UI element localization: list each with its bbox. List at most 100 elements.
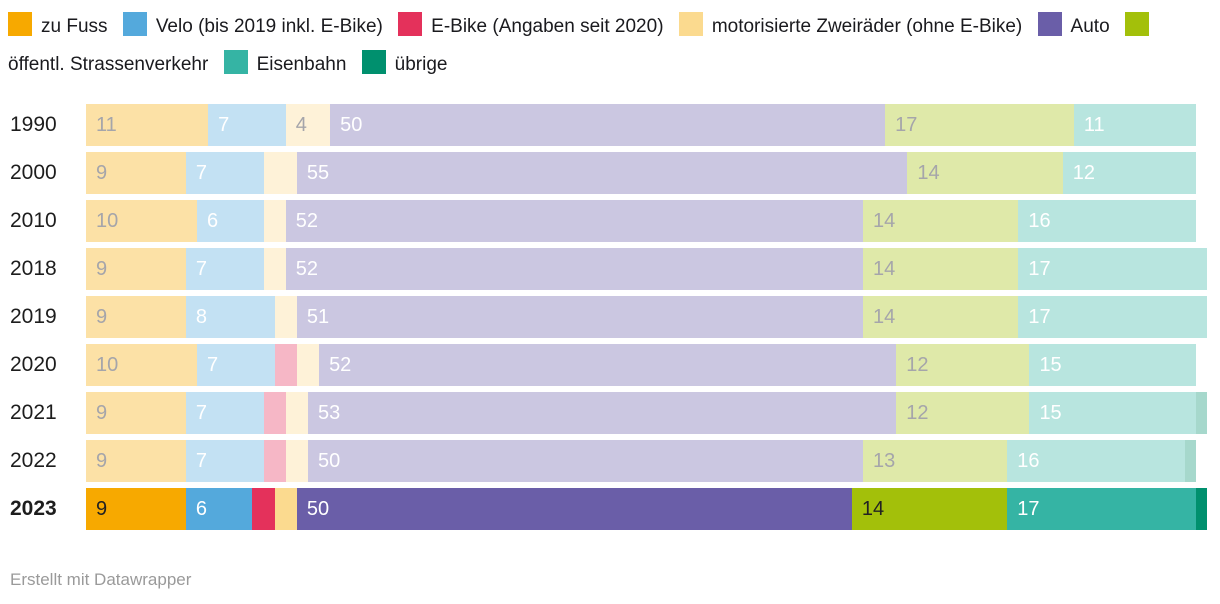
bar-segment: 7 (208, 104, 286, 146)
legend-swatch-icon (678, 12, 703, 36)
segment-value-label: 17 (1017, 497, 1040, 520)
segment-value-label: 9 (96, 497, 108, 520)
segment-value-label: 7 (195, 257, 208, 280)
bar-segment: 9 (86, 488, 186, 530)
legend-item: Eisenbahn (223, 50, 346, 75)
chart-row: 1990 11 7 4 50 17 11 (0, 101, 1220, 149)
segment-value-label: 8 (195, 305, 208, 328)
chart-legend: zu Fuss Velo (bis 2019 inkl. E-Bike) E-B… (0, 0, 1220, 84)
segment-value-label: 9 (96, 305, 108, 328)
legend-label: öffentl. Strassenverkehr (8, 54, 209, 75)
legend-label: Auto (1070, 16, 1110, 37)
bar-segment: 17 (885, 104, 1074, 146)
stacked-bar: 9 6 50 14 17 (86, 488, 1208, 530)
bar-segment: 6 (185, 488, 253, 530)
bar-segment: 16 (1007, 440, 1185, 482)
stacked-bar: 9 7 55 14 12 (86, 152, 1196, 194)
bar-segment: 13 (862, 440, 1008, 482)
chart-row: 2019 9 8 51 14 17 (0, 293, 1220, 341)
segment-value-label: 16 (1017, 449, 1040, 472)
legend-swatch-icon (1037, 12, 1062, 36)
segment-value-label: 11 (96, 113, 117, 136)
bar-segment: 14 (862, 200, 1019, 242)
stacked-bar: 10 7 52 12 15 (86, 344, 1196, 386)
bar-segment (263, 200, 286, 242)
chart-row: 2023 9 6 50 14 17 (0, 485, 1220, 533)
bar-segment (263, 440, 286, 482)
bar-segment (1195, 392, 1208, 434)
year-label: 2023 (10, 497, 57, 520)
bar-segment: 7 (185, 248, 264, 290)
segment-value-label: 16 (1028, 209, 1051, 232)
bar-segment: 14 (862, 248, 1019, 290)
bar-segment: 15 (1029, 392, 1196, 434)
bar-segment (1184, 440, 1196, 482)
segment-value-label: 14 (872, 257, 896, 280)
segment-value-label: 52 (329, 353, 352, 376)
segment-value-label: 51 (306, 305, 330, 328)
bar-segment: 14 (862, 296, 1019, 338)
segment-value-label: 9 (96, 449, 108, 472)
bar-segment: 11 (86, 104, 209, 146)
segment-value-label: 14 (872, 305, 896, 328)
segment-value-label: 7 (195, 449, 208, 472)
chart-row: 2020 10 7 52 12 15 (0, 341, 1220, 389)
bar-segment: 12 (1062, 152, 1196, 194)
segment-value-label: 17 (1028, 257, 1051, 280)
segment-value-label: 15 (1039, 353, 1062, 376)
bar-segment: 7 (185, 152, 264, 194)
segment-value-label: 50 (317, 449, 341, 472)
datawrapper-attribution: Erstellt mit Datawrapper (10, 570, 192, 589)
legend-label: Velo (bis 2019 inkl. E-Bike) (155, 16, 383, 37)
bar-segment (1195, 488, 1208, 530)
bar-segment: 8 (185, 296, 275, 338)
bar-segment (285, 392, 308, 434)
bar-segment: 10 (86, 344, 197, 386)
segment-value-label: 9 (96, 257, 108, 280)
segment-value-label: 12 (906, 353, 929, 376)
segment-value-label: 17 (895, 113, 918, 136)
stacked-bar: 11 7 4 50 17 11 (86, 104, 1196, 146)
bar-segment: 50 (307, 440, 863, 482)
legend-label: motorisierte Zweiräder (ohne E-Bike) (711, 16, 1023, 37)
legend-swatch-icon (398, 12, 423, 36)
year-label: 2022 (10, 449, 57, 472)
bar-segment: 52 (319, 344, 897, 386)
bar-segment: 11 (1073, 104, 1196, 146)
bar-segment: 50 (330, 104, 886, 146)
segment-value-label: 12 (1072, 161, 1096, 184)
bar-segment (263, 392, 286, 434)
stacked-bar: 9 7 50 13 16 (86, 440, 1196, 482)
segment-value-label: 15 (1039, 401, 1062, 424)
bar-segment: 12 (896, 392, 1030, 434)
chart-row: 2000 9 7 55 14 12 (0, 149, 1220, 197)
segment-value-label: 14 (872, 209, 896, 232)
segment-value-label: 52 (295, 257, 319, 280)
bar-segment: 14 (851, 488, 1008, 530)
bar-segment: 6 (197, 200, 264, 242)
segment-value-label: 13 (872, 449, 896, 472)
legend-swatch-icon (1124, 12, 1149, 36)
bar-segment (263, 248, 286, 290)
bar-segment: 15 (1029, 344, 1196, 386)
stacked-bar: 10 6 52 14 16 (86, 200, 1196, 242)
bar-segment (263, 152, 297, 194)
stacked-bar-chart: 1990 11 7 4 50 17 11 2000 9 7 55 14 12 2010 10 6 52 14 16 2… (0, 101, 1220, 533)
stacked-bar: 9 7 52 14 17 (86, 248, 1208, 290)
segment-value-label: 6 (207, 209, 219, 232)
segment-value-label: 9 (96, 401, 108, 424)
segment-value-label: 9 (96, 161, 108, 184)
segment-value-label: 12 (906, 401, 929, 424)
segment-value-label: 7 (218, 113, 230, 136)
legend-item: übrige (361, 50, 448, 75)
legend-item: öffentl. Strassenverkehr (8, 12, 1158, 75)
year-label: 2019 (10, 305, 57, 328)
segment-value-label: 50 (306, 497, 330, 520)
bar-segment: 7 (197, 344, 275, 386)
legend-item: Auto (1037, 12, 1110, 37)
segment-value-label: 53 (317, 401, 341, 424)
segment-value-label: 52 (295, 209, 319, 232)
year-label: 2010 (10, 209, 57, 232)
bar-segment: 4 (285, 104, 331, 146)
segment-value-label: 50 (340, 113, 363, 136)
